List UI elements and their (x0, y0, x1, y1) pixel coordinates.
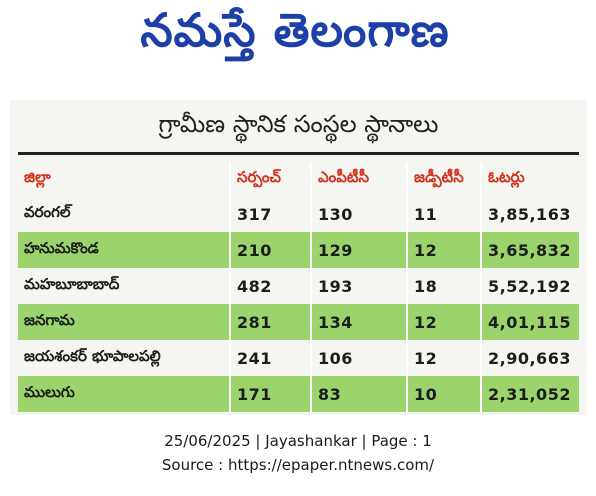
column-header-sarpanch: సర్పంచ్ (229, 162, 311, 196)
newspaper-masthead: నమస్తే తెలంగాణ (140, 3, 450, 57)
zptc-cell: 12 (406, 304, 481, 340)
sarpanch-cell: 171 (229, 376, 311, 412)
sarpanch-cell: 210 (229, 232, 311, 268)
sarpanch-cell: 317 (229, 196, 311, 232)
district-cell: మహబూబాబాద్ (18, 268, 230, 304)
voters-cell: 5,52,192 (480, 268, 579, 304)
zptc-cell: 11 (406, 196, 481, 232)
table-row: ములుగు 171 83 10 2,31,052 (18, 376, 579, 412)
column-header-mptc: ఎంపీటీసీ (310, 162, 407, 196)
zptc-cell: 10 (406, 376, 481, 412)
table-row: మహబూబాబాద్ 482 193 18 5,52,192 (18, 268, 579, 304)
clipping-date-line: 25/06/2025 | Jayashankar | Page : 1 (164, 432, 432, 450)
sarpanch-cell: 482 (229, 268, 311, 304)
zptc-cell: 12 (406, 232, 481, 268)
voters-cell: 2,31,052 (480, 376, 579, 412)
table-row: జయశంకర్ భూపాలపల్లి 241 106 12 2,90,663 (18, 340, 579, 376)
district-cell: వరంగల్ (18, 196, 230, 232)
sarpanch-cell: 281 (229, 304, 311, 340)
mptc-cell: 106 (310, 340, 407, 376)
column-header-voters: ఓటర్లు (480, 162, 579, 196)
news-clipping: గ్రామీణ స్థానిక సంస్థల స్థానాలు జిల్లా స… (10, 100, 587, 415)
zptc-cell: 12 (406, 340, 481, 376)
title-divider (18, 152, 579, 155)
voters-cell: 3,85,163 (480, 196, 579, 232)
table-row: వరంగల్ 317 130 11 3,85,163 (18, 196, 579, 232)
sarpanch-cell: 241 (229, 340, 311, 376)
voters-cell: 3,65,832 (480, 232, 579, 268)
mptc-cell: 134 (310, 304, 407, 340)
district-cell: హనుమకొండ (18, 232, 230, 268)
column-header-district: జిల్లా (24, 168, 51, 186)
mptc-cell: 193 (310, 268, 407, 304)
voters-cell: 2,90,663 (480, 340, 579, 376)
table-row: జనగామ 281 134 12 4,01,115 (18, 304, 579, 340)
mptc-cell: 129 (310, 232, 407, 268)
voters-cell: 4,01,115 (480, 304, 579, 340)
district-cell: జయశంకర్ భూపాలపల్లి (18, 340, 230, 376)
district-cell: జనగామ (18, 304, 230, 340)
local-body-seats-table: జిల్లా సర్పంచ్ ఎంపీటీసీ జడ్పీటీసీ ఓటర్లు… (18, 162, 579, 412)
table-row: హనుమకొండ 210 129 12 3,65,832 (18, 232, 579, 268)
zptc-cell: 18 (406, 268, 481, 304)
district-cell: ములుగు (18, 376, 230, 412)
table-header-row: జిల్లా సర్పంచ్ ఎంపీటీసీ జడ్పీటీసీ ఓటర్లు (18, 162, 579, 196)
clipping-title: గ్రామీణ స్థానిక సంస్థల స్థానాలు (158, 110, 439, 138)
mptc-cell: 130 (310, 196, 407, 232)
source-line: Source : https://epaper.ntnews.com/ (161, 456, 435, 474)
column-header-zptc: జడ్పీటీసీ (406, 162, 481, 196)
mptc-cell: 83 (310, 376, 407, 412)
